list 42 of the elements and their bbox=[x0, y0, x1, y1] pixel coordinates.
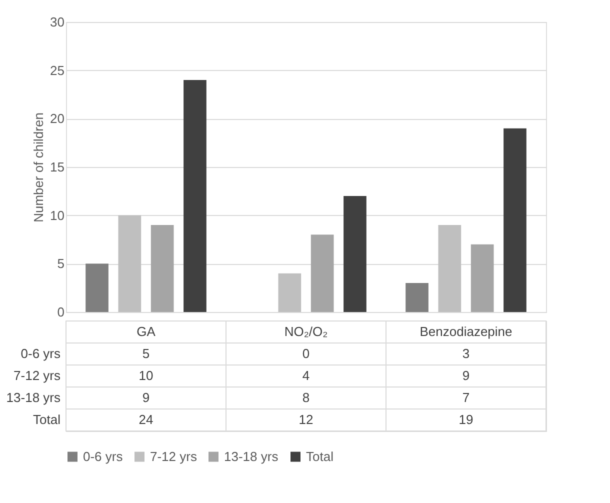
legend-label: 7-12 yrs bbox=[150, 448, 198, 464]
legend-label: Total bbox=[306, 448, 334, 464]
bar bbox=[150, 225, 174, 312]
y-tick-label: 15 bbox=[50, 160, 64, 174]
data-label: 5 bbox=[142, 346, 150, 361]
legend-label: 0-6 yrs bbox=[83, 448, 124, 464]
y-tick-label: 30 bbox=[50, 14, 64, 30]
y-axis-title: Number of children bbox=[31, 112, 46, 222]
text: Total bbox=[33, 412, 60, 427]
x-tick-label: Benzodiazepine bbox=[420, 324, 512, 339]
bar bbox=[406, 283, 428, 312]
y-tick-label: 10 bbox=[50, 208, 64, 223]
y-tick-label: 0 bbox=[57, 304, 64, 320]
bar bbox=[310, 234, 334, 312]
data-label: 7 bbox=[462, 390, 470, 405]
y-tick-label: 25 bbox=[50, 62, 64, 78]
bar bbox=[438, 225, 462, 312]
data-label: 8 bbox=[302, 390, 310, 405]
text: 13-18 yrs bbox=[6, 390, 60, 405]
data-label: 9 bbox=[462, 368, 470, 383]
data-label: 0 bbox=[302, 346, 310, 361]
x-tick-label: GA bbox=[136, 324, 156, 339]
bar bbox=[118, 215, 142, 312]
bar bbox=[344, 196, 366, 312]
data-label: 10 bbox=[138, 368, 154, 383]
bar bbox=[86, 264, 108, 312]
legend-label: 13-18 yrs bbox=[224, 448, 279, 464]
bar bbox=[184, 80, 206, 312]
bar bbox=[278, 273, 302, 312]
data-label: 3 bbox=[462, 346, 470, 361]
x-tick-label: NO₂/O₂ bbox=[284, 324, 328, 339]
data-label: 9 bbox=[142, 390, 150, 405]
bar bbox=[504, 128, 526, 312]
text: 7-12 yrs bbox=[14, 368, 60, 383]
data-label: 19 bbox=[458, 412, 474, 427]
text: 0-6 yrs bbox=[20, 346, 60, 361]
bar bbox=[470, 244, 494, 312]
y-tick-label: 20 bbox=[50, 111, 64, 126]
data-label: 12 bbox=[298, 412, 314, 427]
data-label: 4 bbox=[302, 368, 310, 383]
data-label: 24 bbox=[138, 412, 154, 427]
y-tick-label: 5 bbox=[57, 256, 64, 272]
